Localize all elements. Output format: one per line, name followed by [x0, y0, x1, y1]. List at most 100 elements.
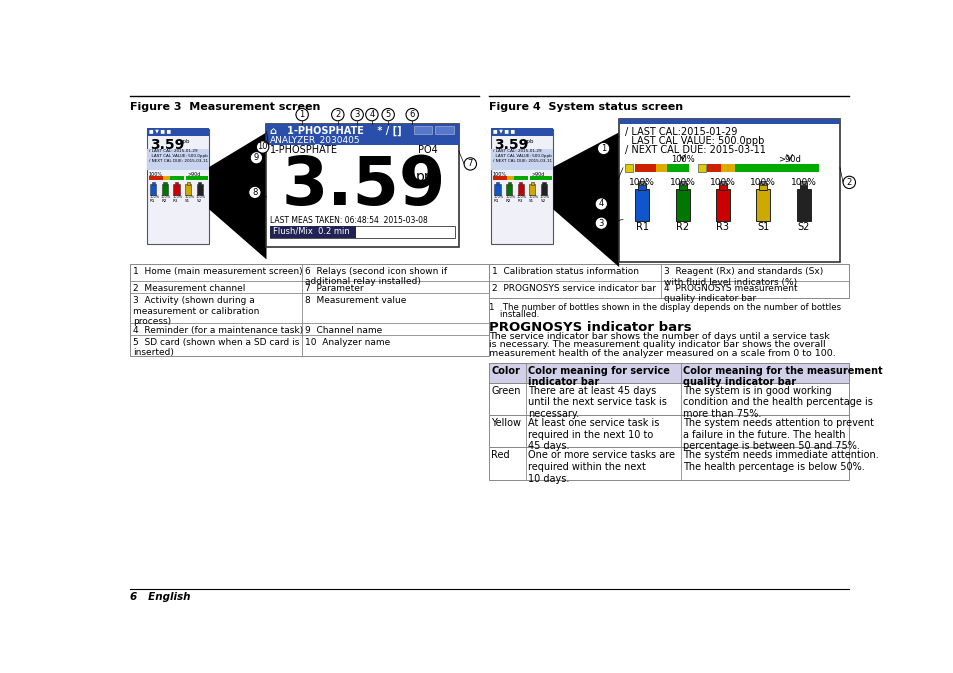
Bar — [266, 124, 458, 145]
Bar — [679, 183, 686, 190]
Text: Green: Green — [491, 386, 520, 396]
Text: LAST CAL VALUE: 500.0ppb: LAST CAL VALUE: 500.0ppb — [493, 154, 551, 158]
Bar — [777, 164, 790, 172]
Text: >90d: >90d — [187, 172, 201, 176]
Text: 4  PROGNOSYS measurement
quality indicator bar: 4 PROGNOSYS measurement quality indicato… — [663, 284, 797, 304]
Bar — [147, 129, 209, 244]
Text: R3: R3 — [172, 199, 178, 203]
Bar — [645, 164, 656, 172]
Text: >90d: >90d — [531, 172, 544, 176]
Text: Figure 4  System status screen: Figure 4 System status screen — [488, 102, 682, 112]
Bar — [270, 225, 355, 238]
Bar — [149, 176, 155, 180]
Circle shape — [381, 108, 394, 120]
Bar — [530, 182, 534, 186]
Text: >90d: >90d — [778, 155, 801, 164]
Bar — [507, 182, 510, 186]
Text: 3.59: 3.59 — [282, 153, 446, 219]
Circle shape — [249, 186, 261, 199]
Text: / LAST CAL: 2015-01-29: / LAST CAL: 2015-01-29 — [493, 149, 541, 153]
Text: Figure 3  Measurement screen: Figure 3 Measurement screen — [130, 102, 320, 112]
Bar — [639, 181, 645, 184]
Bar — [186, 176, 208, 180]
Text: 5: 5 — [385, 110, 391, 119]
Text: Color: Color — [491, 365, 519, 376]
Bar — [506, 176, 513, 180]
Circle shape — [595, 217, 607, 229]
Bar — [542, 182, 545, 186]
Text: 7  Parameter: 7 Parameter — [305, 284, 363, 293]
Circle shape — [464, 157, 476, 170]
Bar — [638, 183, 645, 190]
Bar — [518, 182, 521, 186]
Bar — [435, 127, 454, 134]
Text: 1   The number of bottles shown in the display depends on the number of bottles: 1 The number of bottles shown in the dis… — [488, 303, 841, 312]
Text: 100%: 100% — [528, 195, 538, 199]
Text: R1: R1 — [150, 199, 155, 203]
Text: / LAST CAL:2015-01-29: / LAST CAL:2015-01-29 — [624, 127, 737, 137]
Bar — [716, 188, 729, 221]
Bar — [635, 188, 649, 221]
Bar — [678, 164, 688, 172]
Text: is necessary. The measurement quality indicator bar shows the overall: is necessary. The measurement quality in… — [488, 341, 824, 349]
Bar — [790, 164, 804, 172]
Bar — [147, 129, 209, 136]
Text: 100%: 100% — [161, 195, 171, 199]
Bar — [759, 183, 766, 190]
Circle shape — [595, 198, 607, 210]
Text: ■ ▼ ■ ■: ■ ▼ ■ ■ — [149, 129, 171, 135]
Bar — [155, 176, 162, 180]
Text: ■ ▼ ■ ■: ■ ▼ ■ ■ — [493, 129, 515, 135]
Bar — [720, 181, 725, 184]
Text: S1: S1 — [185, 199, 190, 203]
Text: ANALYZER_2030405: ANALYZER_2030405 — [270, 135, 360, 143]
Text: 4  Reminder (for a maintenance task): 4 Reminder (for a maintenance task) — [133, 326, 303, 334]
Bar — [675, 188, 689, 221]
Text: 2  Measurement channel: 2 Measurement channel — [133, 284, 245, 293]
Bar — [198, 182, 201, 186]
Text: / NEXT CAL DUE: 2015-03-11: / NEXT CAL DUE: 2015-03-11 — [493, 159, 551, 163]
Bar — [491, 149, 553, 170]
Bar — [270, 225, 455, 238]
Bar — [719, 183, 726, 190]
Text: LAST CAL VALUE: 500.0ppb: LAST CAL VALUE: 500.0ppb — [624, 136, 764, 146]
Bar — [624, 164, 633, 172]
Text: 1  Home (main measurement screen): 1 Home (main measurement screen) — [133, 267, 302, 276]
Text: R1: R1 — [494, 199, 498, 203]
Bar — [488, 382, 848, 415]
Text: Yellow: Yellow — [491, 418, 520, 428]
Text: Flush/Mix  0.2 min: Flush/Mix 0.2 min — [273, 226, 349, 236]
Text: ppb: ppb — [415, 170, 441, 184]
Text: S2: S2 — [540, 199, 545, 203]
Circle shape — [256, 141, 269, 153]
Bar — [185, 184, 192, 194]
Text: 5  SD card (shown when a SD card is
inserted): 5 SD card (shown when a SD card is inser… — [133, 338, 299, 357]
Text: The service indicator bar shows the number of days until a service task: The service indicator bar shows the numb… — [488, 332, 829, 341]
Circle shape — [365, 108, 377, 120]
Text: Color meaning for the measurement
quality indicator bar: Color meaning for the measurement qualit… — [682, 365, 882, 387]
Circle shape — [332, 108, 344, 120]
Bar — [173, 184, 179, 194]
Text: 100%: 100% — [790, 178, 816, 187]
Bar — [800, 181, 806, 184]
Bar — [147, 149, 209, 170]
Text: 3: 3 — [598, 219, 603, 227]
Bar — [162, 184, 168, 194]
Text: One or more service tasks are
required within the next
10 days.: One or more service tasks are required w… — [528, 450, 675, 484]
Bar — [488, 448, 848, 480]
Text: 100%: 100% — [172, 195, 183, 199]
Text: 1: 1 — [600, 144, 605, 153]
Bar — [756, 188, 769, 221]
Circle shape — [842, 176, 855, 188]
Bar — [634, 164, 645, 172]
Text: R2: R2 — [161, 199, 167, 203]
Text: PROGNOSYS indicator bars: PROGNOSYS indicator bars — [488, 321, 691, 334]
Text: 7: 7 — [467, 160, 473, 168]
Circle shape — [250, 151, 262, 164]
Text: The system is in good working
condition and the health percentage is
more than 7: The system is in good working condition … — [682, 386, 872, 419]
Bar — [174, 182, 178, 186]
Polygon shape — [553, 133, 618, 267]
Text: 10  Analyzer name: 10 Analyzer name — [305, 338, 390, 347]
Text: 100%: 100% — [517, 195, 526, 199]
Text: / LAST CAL: 2015-01-29: / LAST CAL: 2015-01-29 — [149, 149, 197, 153]
